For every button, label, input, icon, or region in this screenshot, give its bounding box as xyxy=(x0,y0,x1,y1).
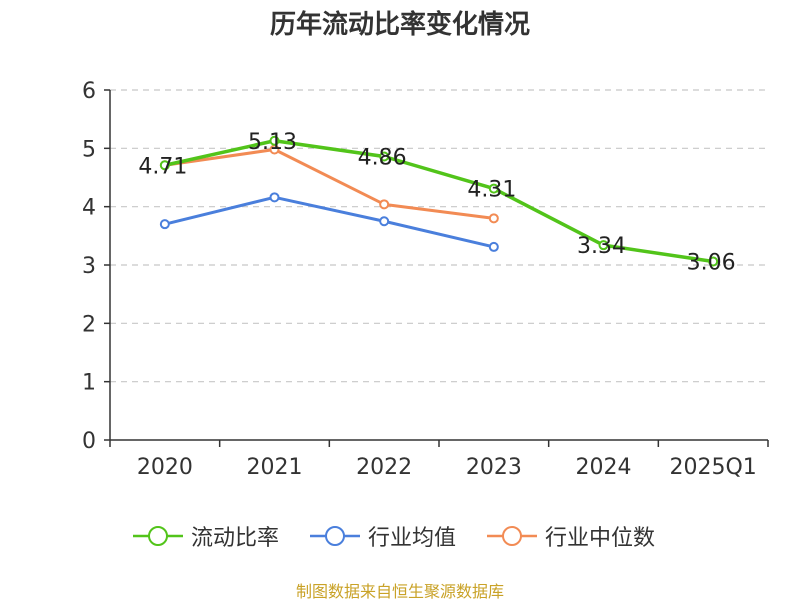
series-line-0 xyxy=(164,139,714,264)
data-label: 3.06 xyxy=(687,251,736,276)
series-line-2 xyxy=(164,148,495,220)
data-point xyxy=(488,213,499,224)
y-tick-label: 2 xyxy=(82,312,96,337)
x-tick-label: 2025Q1 xyxy=(670,455,757,480)
data-source-note: 制图数据来自恒生聚源数据库 xyxy=(295,582,504,601)
data-point xyxy=(598,240,609,251)
y-tick-label: 6 xyxy=(82,79,96,104)
y-tick-label: 3 xyxy=(82,254,96,279)
data-label: 4.31 xyxy=(467,178,516,203)
data-label: 5.13 xyxy=(248,130,297,155)
data-point xyxy=(269,135,280,146)
x-tick-label: 2021 xyxy=(247,455,303,480)
data-point xyxy=(488,241,499,252)
x-tick-label: 2020 xyxy=(137,455,193,480)
legend-marker-green-icon xyxy=(133,526,183,546)
legend-marker-orange-icon xyxy=(487,526,537,546)
x-tick-label: 2022 xyxy=(356,455,412,480)
legend-label: 行业中位数 xyxy=(545,526,656,551)
data-point xyxy=(269,192,280,203)
legend-marker-blue-icon xyxy=(310,526,360,546)
y-tick-label: 4 xyxy=(82,196,96,221)
data-point xyxy=(708,256,719,267)
data-point xyxy=(159,160,170,171)
data-point xyxy=(379,151,390,162)
data-point xyxy=(379,216,390,227)
legend-label: 行业均值 xyxy=(368,526,457,551)
y-tick-label: 1 xyxy=(82,371,96,396)
legend-item-industry-median[interactable]: 行业中位数 xyxy=(487,520,655,552)
legend: 流动比率 行业均值 行业中位数 xyxy=(0,520,800,552)
data-point xyxy=(379,199,390,210)
line-chart: 0 1 2 3 4 5 6 2020 2021 2022 2023 2024 2025Q1 4.71 5.1… xyxy=(82,79,769,480)
legend-label: 流动比率 xyxy=(191,526,280,551)
y-tick-label: 5 xyxy=(82,137,96,162)
legend-item-industry-mean[interactable]: 行业均值 xyxy=(310,520,456,552)
legend-item-current-ratio[interactable]: 流动比率 xyxy=(133,520,279,552)
x-tick-label: 2023 xyxy=(466,455,522,480)
data-point xyxy=(488,183,499,194)
data-label: 4.86 xyxy=(358,146,407,171)
series-line-1 xyxy=(164,195,495,249)
data-label: 3.34 xyxy=(577,234,626,259)
data-point xyxy=(159,219,170,230)
x-tick-label: 2024 xyxy=(576,455,632,480)
chart-title: 历年流动比率变化情况 xyxy=(269,10,530,40)
y-tick-label: 0 xyxy=(82,429,96,454)
data-label: 4.71 xyxy=(138,154,187,179)
